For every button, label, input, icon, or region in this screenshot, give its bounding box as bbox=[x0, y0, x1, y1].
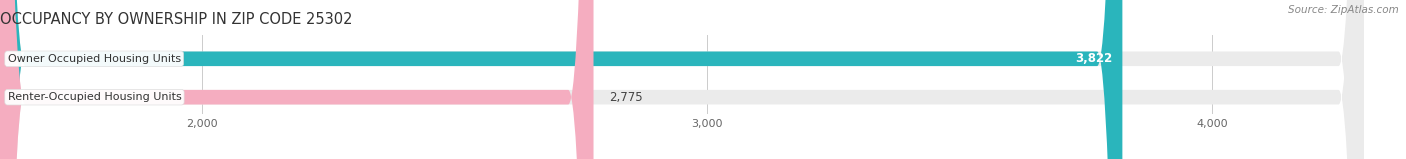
FancyBboxPatch shape bbox=[0, 0, 1364, 159]
Text: Source: ZipAtlas.com: Source: ZipAtlas.com bbox=[1288, 5, 1399, 15]
Text: Renter-Occupied Housing Units: Renter-Occupied Housing Units bbox=[7, 92, 181, 102]
Text: Owner Occupied Housing Units: Owner Occupied Housing Units bbox=[7, 54, 181, 64]
FancyBboxPatch shape bbox=[0, 0, 1364, 159]
Text: OCCUPANCY BY OWNERSHIP IN ZIP CODE 25302: OCCUPANCY BY OWNERSHIP IN ZIP CODE 25302 bbox=[0, 12, 353, 27]
FancyBboxPatch shape bbox=[0, 0, 1122, 159]
Text: 2,775: 2,775 bbox=[609, 91, 643, 104]
FancyBboxPatch shape bbox=[0, 0, 593, 159]
Text: 3,822: 3,822 bbox=[1076, 52, 1112, 65]
